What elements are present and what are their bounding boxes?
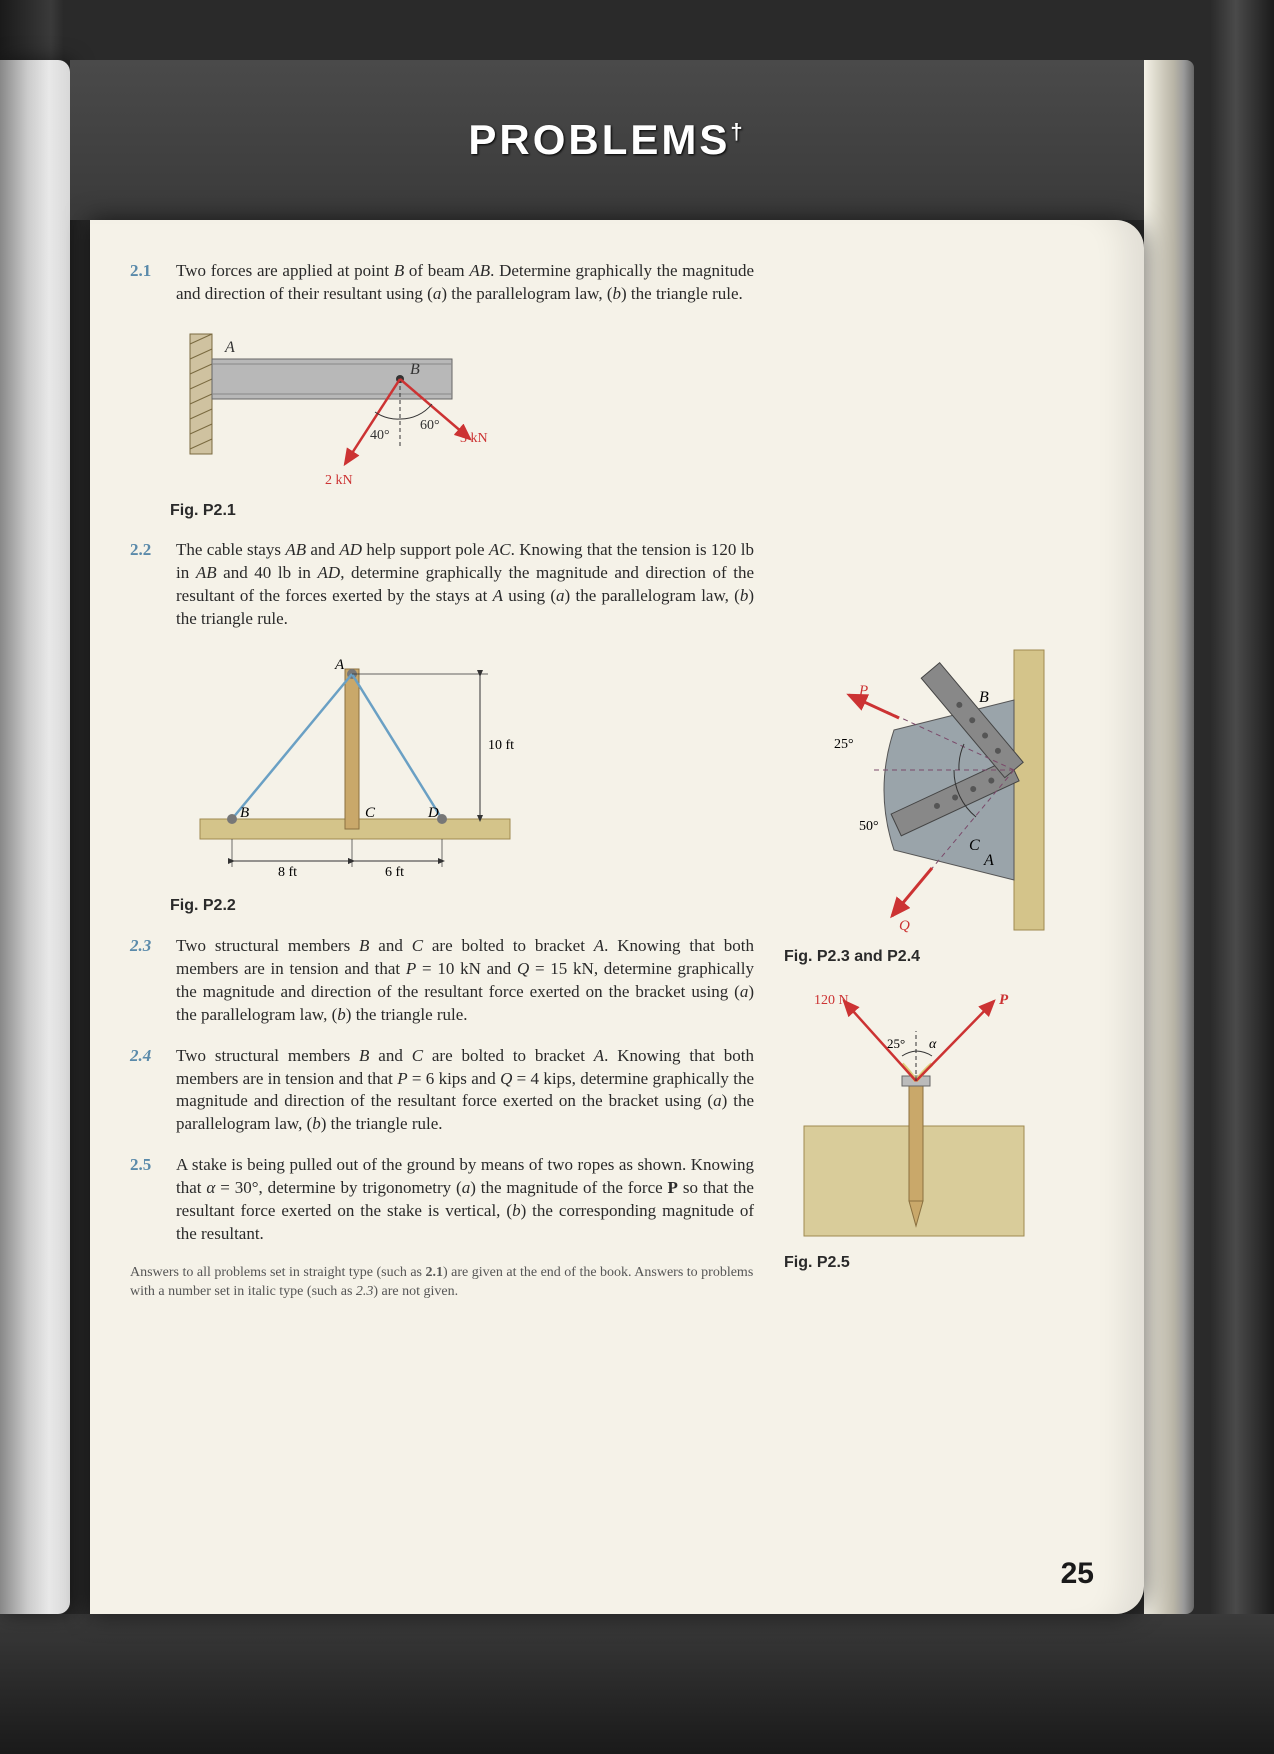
wall bbox=[190, 334, 212, 454]
label-Q: Q bbox=[899, 918, 910, 934]
force-P bbox=[849, 695, 899, 718]
fig21-svg: A B 40° 60° 2 kN 3 kN bbox=[170, 324, 530, 494]
label-120N: 120 N bbox=[814, 993, 849, 1008]
problem-text: Two structural members B and C are bolte… bbox=[176, 1045, 754, 1137]
title-dagger: † bbox=[730, 119, 745, 144]
label-D: D bbox=[427, 805, 439, 821]
fig-caption: Fig. P2.3 and P2.4 bbox=[784, 946, 1084, 968]
f2-label: 2 kN bbox=[325, 473, 353, 488]
label-P: P bbox=[999, 992, 1009, 1008]
problem-text: Two forces are applied at point B of bea… bbox=[176, 260, 754, 306]
problem-2-3: 2.3 Two structural members B and C are b… bbox=[130, 935, 754, 1027]
ang50-label: 50° bbox=[859, 819, 879, 834]
problem-number: 2.5 bbox=[130, 1154, 166, 1246]
cable-AD bbox=[352, 674, 442, 819]
anchor-B bbox=[227, 814, 237, 824]
problem-number: 2.1 bbox=[130, 260, 166, 306]
problem-number: 2.3 bbox=[130, 935, 166, 1027]
footnote: Answers to all problems set in straight … bbox=[130, 1264, 754, 1302]
book-spine bbox=[0, 60, 70, 1614]
label-8ft: 8 ft bbox=[278, 865, 297, 880]
cable-AB bbox=[232, 674, 352, 819]
fig22-svg: A B C D 10 ft bbox=[170, 649, 550, 889]
arc-60 bbox=[400, 404, 432, 419]
label-A: A bbox=[224, 339, 235, 356]
ang60-label: 60° bbox=[420, 418, 440, 433]
chapter-header: PROBLEMS† bbox=[70, 60, 1144, 220]
figure-2-3: A B C bbox=[784, 640, 1084, 968]
figure-2-2: A B C D 10 ft bbox=[170, 649, 754, 917]
figure-2-5: 120 N P 25° α Fig. P2.5 bbox=[784, 986, 1084, 1274]
ang25-label: 25° bbox=[834, 737, 854, 752]
stake-body bbox=[909, 1081, 923, 1201]
problem-2-4: 2.4 Two structural members B and C are b… bbox=[130, 1045, 754, 1137]
wall bbox=[1014, 650, 1044, 930]
ang25-label: 25° bbox=[887, 1036, 905, 1051]
fig-caption: Fig. P2.2 bbox=[170, 895, 754, 917]
fig-caption: Fig. P2.5 bbox=[784, 1252, 1084, 1274]
problem-2-5: 2.5 A stake is being pulled out of the g… bbox=[130, 1154, 754, 1246]
problem-number: 2.2 bbox=[130, 539, 166, 631]
force-P bbox=[916, 1001, 994, 1081]
label-C: C bbox=[365, 805, 376, 821]
force-Q bbox=[892, 868, 932, 916]
page-edge bbox=[1144, 60, 1194, 1614]
label-P: P bbox=[858, 683, 868, 699]
fig-caption: Fig. P2.1 bbox=[170, 500, 754, 522]
problem-2-2: 2.2 The cable stays AB and AD help suppo… bbox=[130, 539, 754, 631]
problem-text: The cable stays AB and AD help support p… bbox=[176, 539, 754, 631]
label-6ft: 6 ft bbox=[385, 865, 404, 880]
problem-2-1: 2.1 Two forces are applied at point B of… bbox=[130, 260, 754, 306]
page-content: 2.1 Two forces are applied at point B of… bbox=[90, 220, 1144, 1614]
pole bbox=[345, 669, 359, 829]
main-column: 2.1 Two forces are applied at point B of… bbox=[130, 260, 754, 1302]
label-B: B bbox=[240, 805, 249, 821]
page-number: 25 bbox=[1061, 1554, 1094, 1595]
label-A: A bbox=[983, 852, 994, 869]
label-C: C bbox=[969, 837, 980, 854]
alpha-label: α bbox=[929, 1037, 937, 1052]
label-A: A bbox=[334, 657, 345, 673]
label-B: B bbox=[979, 689, 989, 706]
label-B: B bbox=[410, 361, 420, 378]
title-text: PROBLEMS bbox=[468, 116, 730, 163]
problem-number: 2.4 bbox=[130, 1045, 166, 1137]
arc-25 bbox=[902, 1051, 916, 1056]
bottom-shadow bbox=[0, 1614, 1274, 1754]
fig23-svg: A B C bbox=[784, 640, 1064, 940]
header-title: PROBLEMS† bbox=[468, 116, 745, 164]
label-10ft: 10 ft bbox=[488, 738, 514, 753]
side-column: A B C bbox=[784, 260, 1084, 1302]
fig25-svg: 120 N P 25° α bbox=[784, 986, 1044, 1246]
problem-text: A stake is being pulled out of the groun… bbox=[176, 1154, 754, 1246]
f3-label: 3 kN bbox=[460, 431, 488, 446]
figure-2-1: A B 40° 60° 2 kN 3 kN bbox=[170, 324, 754, 522]
problem-text: Two structural members B and C are bolte… bbox=[176, 935, 754, 1027]
ang40-label: 40° bbox=[370, 428, 390, 443]
